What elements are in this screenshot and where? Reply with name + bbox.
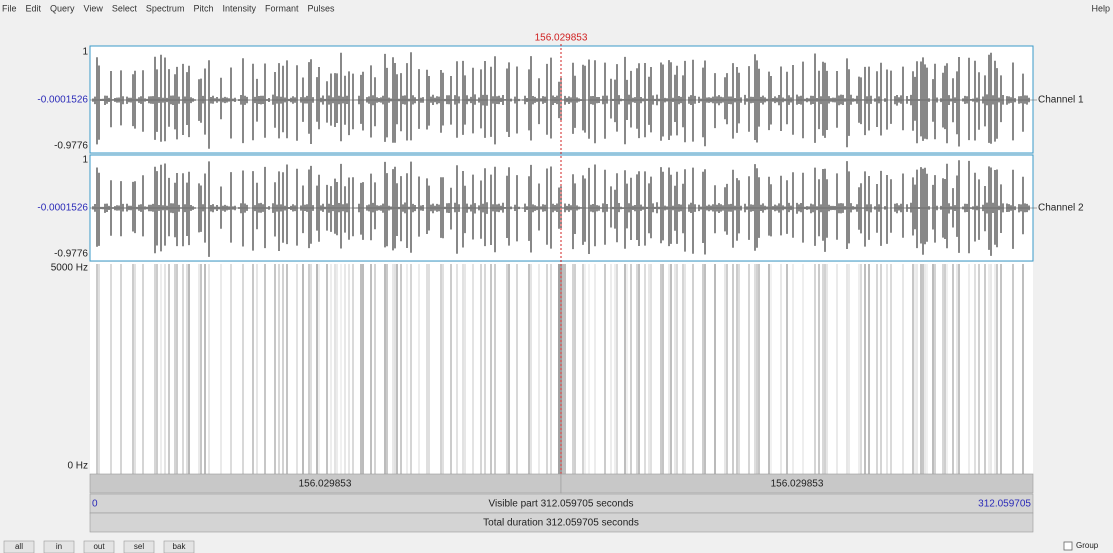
menu-item[interactable]: Help	[1091, 3, 1110, 13]
menu-item[interactable]: View	[84, 3, 104, 13]
amplitude-top: 1	[82, 47, 88, 58]
menu-item[interactable]: Select	[112, 3, 138, 13]
channel-name: Channel 1	[1038, 95, 1084, 106]
menu-item[interactable]: Pitch	[193, 3, 213, 13]
visible-start: 0	[92, 499, 98, 510]
menu-item[interactable]: Formant	[265, 3, 299, 13]
amplitude-zero: -0.0001526	[37, 203, 88, 214]
button[interactable]	[163, 540, 195, 553]
frequency-bottom: 0 Hz	[67, 461, 88, 472]
group-label: Group	[1076, 541, 1099, 550]
menu-item[interactable]: Intensity	[222, 3, 256, 13]
channel-name: Channel 2	[1038, 203, 1084, 214]
button-row: all in out sel bak	[3, 540, 195, 553]
button-label: in	[56, 542, 62, 551]
amplitude-top: 1	[82, 155, 88, 166]
amplitude-bottom: -0.9776	[54, 141, 88, 152]
amplitude-zero: -0.0001526	[37, 95, 88, 106]
spectral-band	[558, 264, 566, 474]
total-label: Total duration 312.059705 seconds	[483, 518, 639, 529]
button[interactable]	[43, 540, 75, 553]
total-bar[interactable]	[89, 512, 1034, 533]
amplitude-bottom: -0.9776	[54, 249, 88, 260]
button-label: sel	[134, 542, 144, 551]
button-label: bak	[173, 542, 187, 551]
button[interactable]	[123, 540, 155, 553]
menu-item[interactable]: Spectrum	[146, 3, 185, 13]
button[interactable]	[83, 540, 115, 553]
time-bar-right[interactable]	[560, 473, 1034, 494]
cursor-time: 156.029853	[535, 33, 588, 44]
visible-end: 312.059705	[978, 499, 1031, 510]
button-label: all	[15, 542, 23, 551]
menu-bar: File Edit Query View Select Spectrum Pitch Inte…	[2, 3, 335, 13]
spectrogram	[96, 264, 1024, 474]
half-duration: 156.029853	[771, 479, 824, 490]
group-checkbox[interactable]	[1063, 541, 1073, 551]
half-duration: 156.029853	[299, 479, 352, 490]
button[interactable]	[3, 540, 35, 553]
frequency-top: 5000 Hz	[51, 263, 88, 274]
menu-item[interactable]: File	[2, 3, 17, 13]
button-label: out	[93, 542, 105, 551]
menu-item[interactable]: Pulses	[308, 3, 336, 13]
menu-item[interactable]: Query	[50, 3, 75, 13]
menu-item[interactable]: Edit	[26, 3, 42, 13]
visible-label: Visible part 312.059705 seconds	[489, 499, 634, 510]
